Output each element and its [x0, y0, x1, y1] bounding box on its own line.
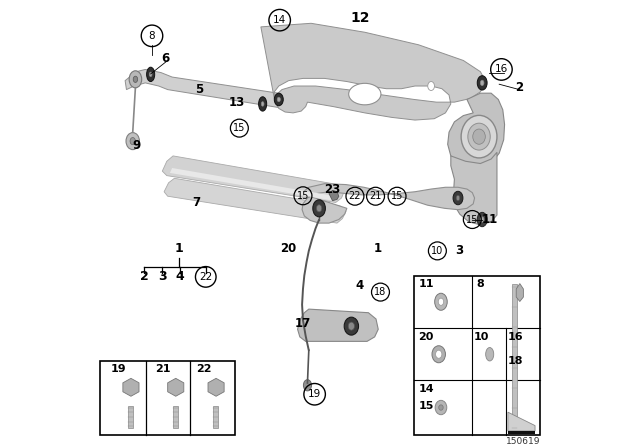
Text: 11: 11	[419, 279, 434, 289]
Text: 14: 14	[419, 384, 434, 394]
Ellipse shape	[348, 322, 355, 330]
Text: 4: 4	[355, 279, 364, 293]
Polygon shape	[516, 284, 524, 302]
Text: 18: 18	[508, 357, 524, 366]
Text: 20: 20	[419, 332, 434, 341]
Text: 19: 19	[111, 364, 127, 374]
FancyBboxPatch shape	[414, 276, 540, 435]
Text: 10: 10	[431, 246, 444, 256]
Text: 4: 4	[176, 270, 184, 284]
Ellipse shape	[435, 293, 447, 310]
Ellipse shape	[436, 350, 442, 358]
FancyBboxPatch shape	[173, 406, 177, 428]
Text: 15: 15	[233, 123, 246, 133]
Ellipse shape	[149, 72, 152, 77]
Ellipse shape	[303, 379, 312, 391]
Text: 7: 7	[193, 196, 201, 209]
Text: 6: 6	[161, 52, 170, 65]
Polygon shape	[125, 69, 300, 108]
Polygon shape	[301, 184, 474, 223]
Text: 23: 23	[324, 182, 340, 196]
Ellipse shape	[428, 82, 435, 90]
Text: 20: 20	[280, 242, 297, 255]
Text: 15: 15	[419, 401, 434, 411]
Polygon shape	[329, 190, 339, 201]
Text: 150619: 150619	[506, 437, 541, 446]
Text: 17: 17	[295, 317, 311, 330]
Ellipse shape	[133, 76, 138, 82]
Ellipse shape	[275, 93, 284, 106]
Text: 21: 21	[156, 364, 171, 374]
Ellipse shape	[126, 133, 140, 150]
Ellipse shape	[432, 346, 445, 363]
Ellipse shape	[453, 191, 463, 205]
FancyBboxPatch shape	[128, 406, 132, 428]
Text: 21: 21	[369, 191, 381, 201]
Ellipse shape	[439, 405, 444, 410]
Text: 18: 18	[374, 287, 387, 297]
Polygon shape	[170, 168, 335, 201]
Text: 2: 2	[515, 81, 524, 94]
Polygon shape	[448, 93, 504, 170]
Ellipse shape	[473, 129, 485, 144]
Ellipse shape	[486, 348, 493, 361]
Text: 1: 1	[373, 242, 381, 255]
Polygon shape	[208, 378, 224, 396]
Ellipse shape	[461, 115, 497, 158]
Polygon shape	[164, 178, 346, 223]
Polygon shape	[168, 378, 184, 396]
Text: 22: 22	[196, 364, 211, 374]
Ellipse shape	[481, 80, 484, 86]
Ellipse shape	[477, 76, 487, 90]
Polygon shape	[163, 156, 344, 202]
Text: 13: 13	[229, 95, 245, 109]
Text: 15: 15	[466, 215, 479, 224]
Text: 9: 9	[132, 139, 140, 152]
Ellipse shape	[147, 67, 155, 82]
Ellipse shape	[313, 200, 325, 217]
Polygon shape	[298, 309, 378, 341]
FancyBboxPatch shape	[213, 406, 218, 428]
Text: 16: 16	[508, 332, 524, 341]
Text: 3: 3	[455, 244, 463, 258]
Ellipse shape	[344, 317, 358, 335]
Polygon shape	[123, 378, 139, 396]
FancyBboxPatch shape	[512, 284, 517, 430]
Ellipse shape	[316, 205, 322, 212]
Text: 3: 3	[158, 270, 166, 284]
Ellipse shape	[277, 97, 280, 102]
Text: 2: 2	[140, 270, 148, 284]
Polygon shape	[508, 412, 535, 431]
Text: 22: 22	[349, 191, 361, 201]
Text: 19: 19	[308, 389, 321, 399]
Text: 12: 12	[351, 11, 370, 25]
Ellipse shape	[438, 298, 444, 306]
FancyBboxPatch shape	[100, 361, 235, 435]
Text: 16: 16	[495, 65, 508, 74]
Ellipse shape	[477, 212, 487, 227]
Polygon shape	[261, 23, 486, 120]
Ellipse shape	[481, 217, 484, 222]
Text: 15: 15	[391, 191, 403, 201]
Text: 15: 15	[297, 191, 309, 201]
Text: 22: 22	[199, 272, 212, 282]
Ellipse shape	[468, 123, 490, 150]
Text: 1: 1	[175, 242, 183, 255]
Ellipse shape	[130, 138, 136, 145]
Ellipse shape	[456, 195, 460, 201]
Text: 8: 8	[476, 279, 484, 289]
Ellipse shape	[129, 71, 141, 88]
Text: 11: 11	[482, 213, 499, 226]
Ellipse shape	[259, 97, 267, 111]
Polygon shape	[508, 431, 535, 434]
Text: 14: 14	[273, 15, 286, 25]
Text: 5: 5	[195, 83, 203, 96]
Text: 8: 8	[148, 31, 156, 41]
Polygon shape	[451, 152, 497, 225]
Ellipse shape	[349, 83, 381, 105]
Ellipse shape	[261, 102, 264, 106]
Ellipse shape	[435, 401, 447, 415]
Text: 10: 10	[474, 332, 490, 341]
